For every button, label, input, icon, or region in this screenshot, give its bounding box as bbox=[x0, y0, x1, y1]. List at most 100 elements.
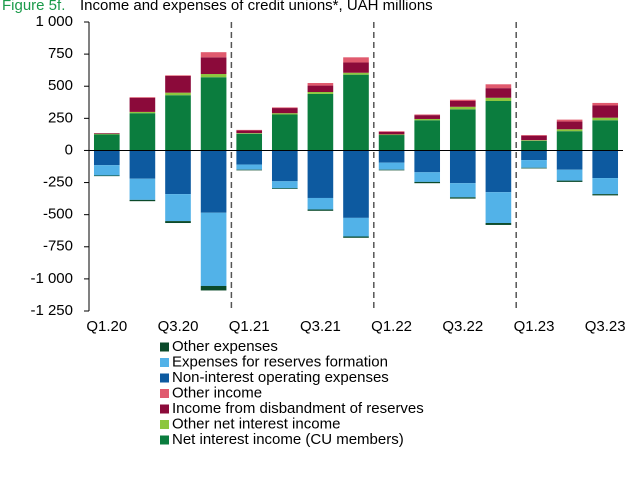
y-tick-label: -1 000 bbox=[30, 270, 73, 287]
y-tick-label: 1 000 bbox=[35, 13, 73, 30]
bar-segment bbox=[378, 150, 405, 163]
bar-segment bbox=[271, 113, 298, 115]
bar-segment bbox=[485, 84, 512, 89]
bar-segment bbox=[165, 75, 191, 76]
bar-segment bbox=[307, 85, 334, 93]
y-tick-label: 0 bbox=[65, 141, 73, 158]
bar-segment bbox=[236, 169, 263, 171]
bar-segment bbox=[200, 52, 227, 58]
bar-segment bbox=[129, 111, 156, 114]
bar-segment bbox=[165, 221, 191, 224]
bar-segment bbox=[271, 114, 298, 151]
bar-segment bbox=[521, 150, 547, 161]
bar-segment bbox=[343, 62, 369, 73]
bar-segment bbox=[485, 97, 512, 101]
bar-segment bbox=[307, 197, 334, 210]
bar-segment bbox=[449, 99, 476, 101]
bar-segment bbox=[378, 162, 405, 170]
legend-label: Non-interest operating expenses bbox=[172, 369, 389, 386]
bar-segment bbox=[449, 150, 476, 184]
bar-segment bbox=[556, 169, 583, 181]
legend-label: Other expenses bbox=[172, 338, 278, 355]
bar-segment bbox=[449, 109, 476, 151]
bar-segment bbox=[485, 100, 512, 151]
x-tick-label: Q3.23 bbox=[585, 318, 626, 335]
legend-swatch bbox=[160, 358, 169, 367]
legend-label: Expenses for reserves formation bbox=[172, 353, 388, 370]
bar-segment bbox=[592, 105, 619, 118]
bar-segment bbox=[378, 134, 405, 136]
x-tick-label: Q3.22 bbox=[442, 318, 483, 335]
legend-swatch bbox=[160, 373, 169, 383]
bar-segment bbox=[200, 150, 227, 213]
bar-segment bbox=[129, 113, 156, 151]
bar-segment bbox=[521, 135, 547, 136]
bar-segment bbox=[307, 93, 334, 151]
figure-label: Figure 5f. bbox=[2, 0, 65, 14]
bar-segment bbox=[556, 180, 583, 182]
bar-segment bbox=[414, 181, 441, 184]
y-tick-label: -250 bbox=[43, 174, 73, 191]
bar-segment bbox=[343, 236, 369, 238]
bar-segment bbox=[343, 217, 369, 237]
bar-segment bbox=[592, 150, 619, 179]
x-tick-label: Q1.23 bbox=[514, 318, 555, 335]
bar-segment bbox=[129, 178, 156, 200]
bar-segment bbox=[378, 131, 405, 135]
x-tick-label: Q1.21 bbox=[229, 318, 270, 335]
x-tick-label: Q3.21 bbox=[300, 318, 341, 335]
y-tick-label: 500 bbox=[48, 77, 73, 94]
bar-segment bbox=[236, 133, 263, 134]
legend-swatch bbox=[160, 420, 169, 429]
bar-segment bbox=[307, 92, 334, 94]
bar-segment bbox=[200, 212, 227, 286]
bar-segment bbox=[93, 133, 120, 134]
bar-segment bbox=[485, 150, 512, 193]
bar-segment bbox=[414, 114, 441, 116]
bar-segment bbox=[93, 150, 120, 166]
bar-segment bbox=[556, 121, 583, 130]
bar-segment bbox=[521, 135, 547, 141]
bar-segment bbox=[592, 117, 619, 121]
x-tick-label: Q1.20 bbox=[86, 318, 127, 335]
bar-segment bbox=[414, 120, 441, 151]
bar-segment bbox=[271, 188, 298, 189]
bar-segment bbox=[592, 120, 619, 151]
bar-segment bbox=[236, 133, 263, 151]
bar-segment bbox=[307, 209, 334, 211]
bar-segment bbox=[271, 108, 298, 114]
bar-segment bbox=[485, 223, 512, 225]
bar-segment bbox=[592, 178, 619, 195]
legend-label: Income from disbandment of reserves bbox=[172, 400, 424, 417]
bar-segment bbox=[343, 150, 369, 218]
bar-segment bbox=[414, 150, 441, 173]
bar-segment bbox=[449, 106, 476, 110]
bar-segment bbox=[556, 131, 583, 151]
bar-segment bbox=[129, 199, 156, 202]
bar-segment bbox=[307, 83, 334, 86]
bar-segment bbox=[521, 167, 547, 169]
bar-segment bbox=[307, 150, 334, 198]
bar-segment bbox=[93, 134, 120, 151]
bar-segment bbox=[343, 74, 369, 151]
y-tick-label: 250 bbox=[48, 109, 73, 126]
bar-segment bbox=[236, 150, 263, 165]
bar-segment bbox=[271, 150, 298, 182]
bar-segment bbox=[93, 175, 120, 177]
bar-segment bbox=[200, 77, 227, 151]
bar-segment bbox=[485, 88, 512, 98]
bar-segment bbox=[343, 72, 369, 75]
bar-segment bbox=[521, 140, 547, 151]
bar-segment bbox=[343, 57, 369, 63]
bar-segment bbox=[93, 165, 120, 176]
legend-label: Other income bbox=[172, 384, 262, 401]
x-tick-label: Q3.20 bbox=[158, 318, 199, 335]
bar-segment bbox=[93, 133, 120, 135]
legend-swatch bbox=[160, 435, 169, 445]
bar-segment bbox=[129, 150, 156, 179]
bar-segment bbox=[449, 197, 476, 199]
y-tick-label: 750 bbox=[48, 45, 73, 62]
bar-segment bbox=[378, 135, 405, 151]
bar-segment bbox=[378, 131, 405, 132]
bar-segment bbox=[449, 100, 476, 107]
